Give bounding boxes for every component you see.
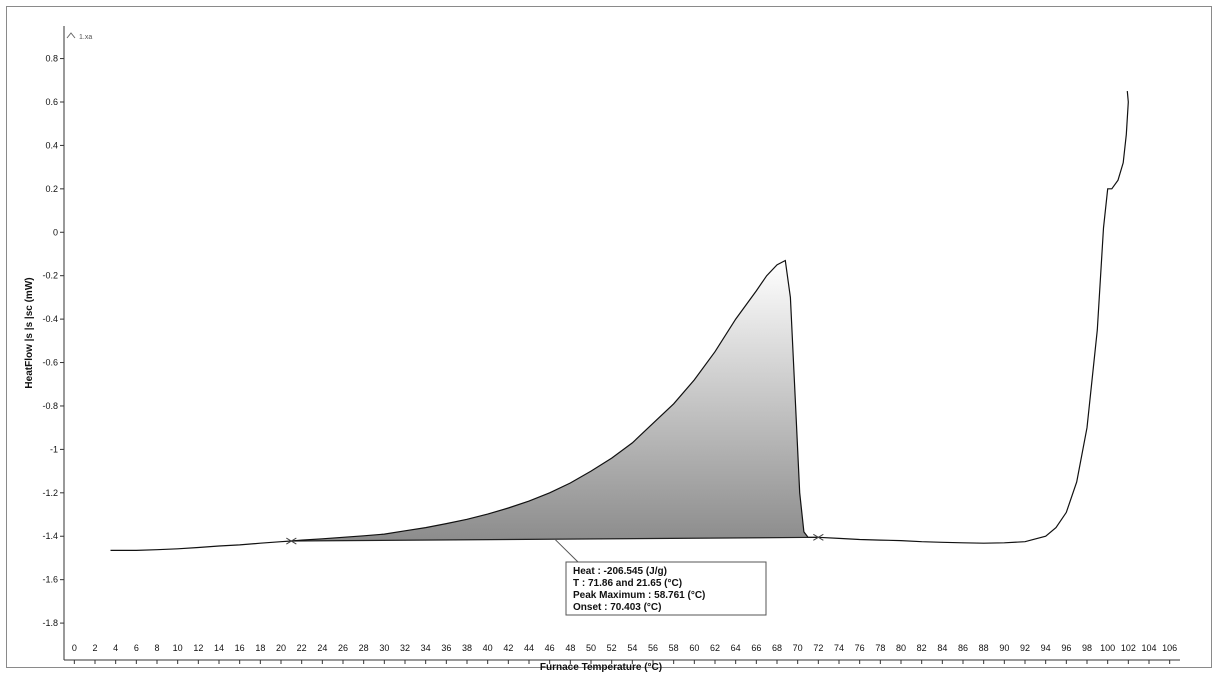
x-tick-label: 16 — [235, 643, 245, 653]
annotation-line: Heat : -206.545 (J/g) — [573, 566, 667, 577]
y-tick-label: -1 — [50, 444, 58, 454]
x-tick-label: 90 — [999, 643, 1009, 653]
annotation-box[interactable] — [565, 561, 767, 616]
x-tick-label: 70 — [793, 643, 803, 653]
x-tick-label: 44 — [524, 643, 534, 653]
x-tick-label: 22 — [297, 643, 307, 653]
x-tick-label: 68 — [772, 643, 782, 653]
x-tick-label: 38 — [462, 643, 472, 653]
y-tick-label: -0.6 — [42, 358, 58, 368]
x-tick-label: 98 — [1082, 643, 1092, 653]
x-tick-label: 52 — [607, 643, 617, 653]
y-tick-label: 0.4 — [45, 140, 58, 150]
x-tick-label: 66 — [751, 643, 761, 653]
x-tick-label: 2 — [92, 643, 97, 653]
y-tick-label: 0.2 — [45, 184, 58, 194]
x-tick-label: 106 — [1162, 643, 1177, 653]
x-tick-label: 88 — [979, 643, 989, 653]
annotation-leader-line — [554, 538, 579, 563]
x-tick-label: 32 — [400, 643, 410, 653]
y-tick-label: -0.8 — [42, 401, 58, 411]
curve-layer — [110, 91, 1129, 551]
y-axis-title: HeatFlow |s |s |sc (mW) — [24, 277, 35, 388]
x-tick-label: 82 — [917, 643, 927, 653]
x-tick-label: 42 — [503, 643, 513, 653]
legend-label: 1.xa — [79, 34, 92, 41]
x-tick-label: 62 — [710, 643, 720, 653]
x-tick-label: 10 — [173, 643, 183, 653]
x-tick-label: 30 — [379, 643, 389, 653]
x-tick-label: 12 — [193, 643, 203, 653]
y-tick-label: -1.4 — [42, 531, 58, 541]
x-tick-label: 48 — [565, 643, 575, 653]
y-tick-label: 0.8 — [45, 54, 58, 64]
x-tick-label: 34 — [421, 643, 431, 653]
y-tick-label: -0.4 — [42, 314, 58, 324]
axes — [63, 26, 1180, 661]
x-tick-label: 36 — [441, 643, 451, 653]
x-tick-label: 18 — [255, 643, 265, 653]
x-tick-label: 26 — [338, 643, 348, 653]
x-tick-label: 24 — [317, 643, 327, 653]
x-tick-label: 60 — [689, 643, 699, 653]
x-tick-label: 14 — [214, 643, 224, 653]
x-tick-label: 4 — [113, 643, 118, 653]
x-tick-label: 84 — [937, 643, 947, 653]
annotation-line: Peak Maximum : 58.761 (°C) — [573, 590, 705, 601]
x-tick-label: 74 — [834, 643, 844, 653]
x-tick-label: 92 — [1020, 643, 1030, 653]
peak-area-layer — [291, 260, 819, 542]
x-tick-label: 56 — [648, 643, 658, 653]
x-tick-label: 8 — [154, 643, 159, 653]
x-tick-label: 72 — [813, 643, 823, 653]
x-ticks: 0 2 4 6 8 10 12 14 16 18 20 22 24 26 28 30 32 34 36 38 40 42 4… — [72, 643, 1177, 664]
y-tick-label: 0 — [53, 227, 58, 237]
x-tick-label: 96 — [1061, 643, 1071, 653]
integration-limit-marker[interactable] — [286, 537, 297, 545]
integration-markers — [286, 533, 824, 545]
annotation-line: Onset : 70.403 (°C) — [573, 602, 661, 613]
y-tick-label: -1.8 — [42, 618, 58, 628]
x-tick-label: 80 — [896, 643, 906, 653]
y-tick-label: 0.6 — [45, 97, 58, 107]
x-axis-title: Furnace Temperature (°C) — [540, 662, 662, 673]
x-tick-label: 54 — [627, 643, 637, 653]
x-tick-label: 0 — [72, 643, 77, 653]
x-tick-label: 58 — [669, 643, 679, 653]
x-tick-label: 40 — [483, 643, 493, 653]
legend: 1.xa — [66, 32, 92, 41]
x-tick-label: 28 — [359, 643, 369, 653]
y-ticks: 0.8 0.6 0.4 0.2 0 -0.2 -0.4 -0.6 -0.8 -1 -1.2 -1.4 -… — [42, 54, 64, 628]
y-tick-label: -0.2 — [42, 271, 58, 281]
heatflow-curve — [110, 91, 1129, 551]
y-tick-label: -1.2 — [42, 488, 58, 498]
x-tick-label: 6 — [134, 643, 139, 653]
x-tick-label: 100 — [1100, 643, 1115, 653]
x-tick-label: 102 — [1121, 643, 1136, 653]
x-tick-label: 46 — [545, 643, 555, 653]
annotation-line: T : 71.86 and 21.65 (°C) — [573, 578, 682, 589]
x-tick-label: 78 — [875, 643, 885, 653]
peak-area — [291, 260, 819, 542]
x-tick-label: 20 — [276, 643, 286, 653]
x-tick-label: 50 — [586, 643, 596, 653]
annotation: Heat : -206.545 (J/g)T : 71.86 and 21.65… — [554, 538, 767, 616]
legend-marker-icon — [66, 32, 76, 39]
x-tick-label: 104 — [1141, 643, 1156, 653]
y-tick-label: -1.6 — [42, 575, 58, 585]
x-tick-label: 76 — [855, 643, 865, 653]
x-tick-label: 64 — [731, 643, 741, 653]
x-tick-label: 94 — [1041, 643, 1051, 653]
x-tick-label: 86 — [958, 643, 968, 653]
integration-limit-marker[interactable] — [813, 533, 824, 541]
